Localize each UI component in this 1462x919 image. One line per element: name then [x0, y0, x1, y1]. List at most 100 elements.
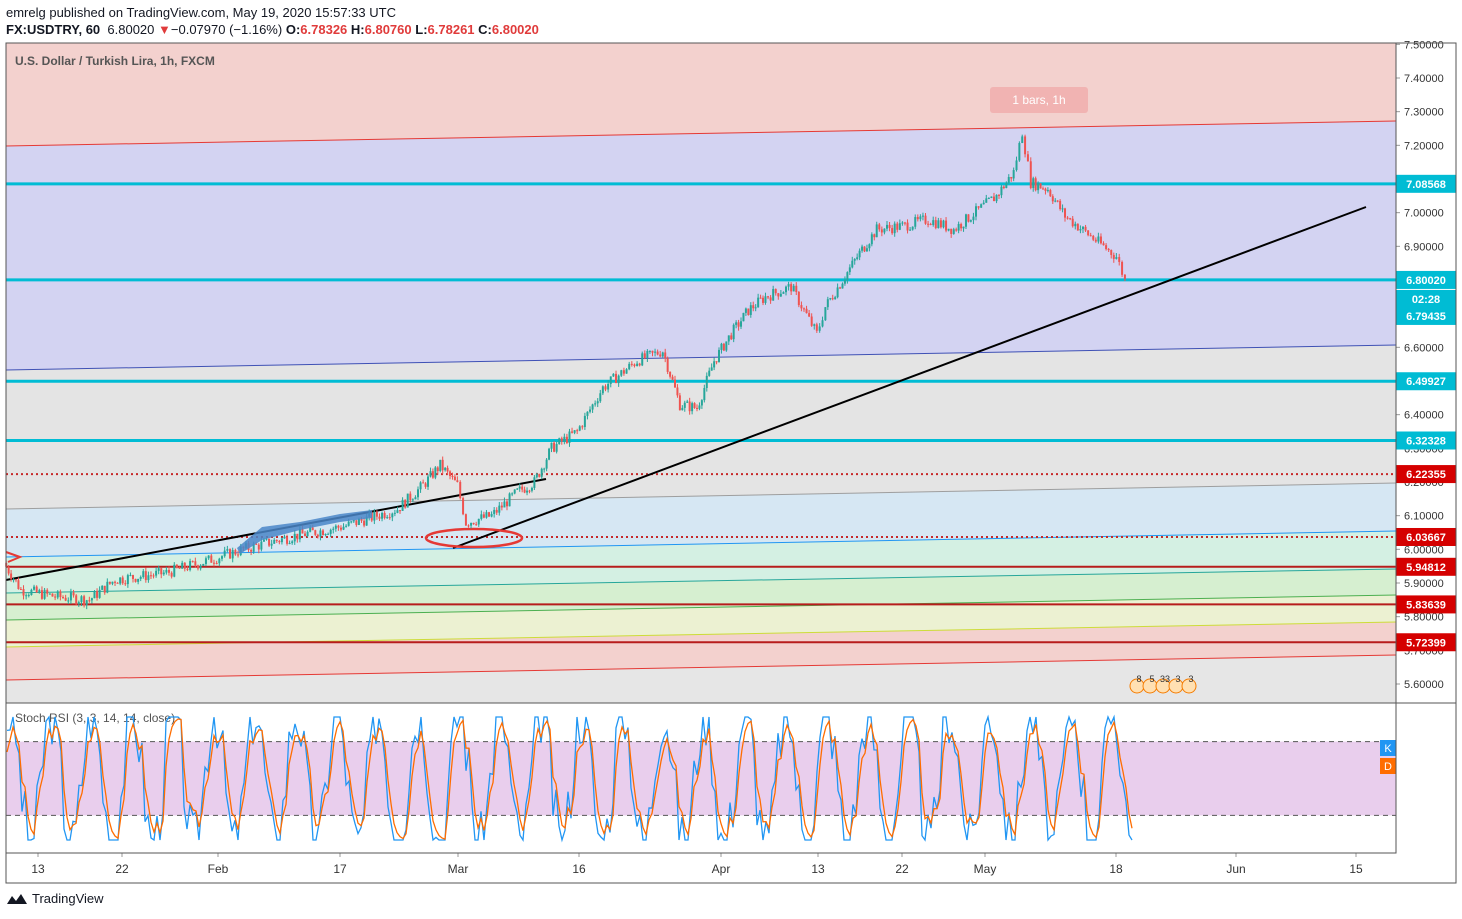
candle-body [411, 499, 414, 501]
candle-body [324, 534, 327, 536]
candle-body [883, 228, 886, 233]
candle-body [237, 554, 240, 556]
candle-body [797, 291, 800, 306]
candle-body [347, 521, 350, 526]
candle-body [553, 442, 556, 452]
symbol-name[interactable]: FX:USDTRY, 60 [6, 22, 101, 37]
candle-body [691, 403, 694, 412]
candle-body [183, 562, 186, 569]
candle-body [226, 549, 229, 551]
candle-body [815, 324, 818, 331]
candle-body [1087, 230, 1090, 236]
stoch-k-key [1380, 740, 1396, 756]
candle-body [142, 571, 145, 577]
channel-line-gray [5, 482, 1397, 510]
candle-body [278, 541, 281, 543]
candle-body [429, 471, 432, 477]
candle-body [676, 387, 679, 396]
candle-body [1115, 257, 1118, 259]
tradingview-footer[interactable]: TradingView [6, 891, 104, 906]
open-value: 6.78326 [300, 22, 348, 37]
candle-body [134, 578, 137, 582]
candle-body [997, 194, 1000, 196]
candle-body [829, 298, 832, 300]
footer-brand: TradingView [32, 891, 104, 906]
candle-body [742, 312, 745, 322]
candle-body [352, 520, 355, 522]
candle-body [921, 215, 924, 217]
candle-body [155, 570, 158, 576]
candle-body [293, 533, 296, 542]
price-tick-label: 6.00000 [1404, 544, 1444, 556]
candle-body [945, 220, 948, 231]
candle-body [25, 595, 28, 597]
candle-body [990, 196, 993, 198]
candle-body [535, 474, 538, 478]
candle-body [126, 575, 129, 585]
candle-body [270, 543, 273, 546]
candle-body [715, 361, 718, 363]
candle-body [543, 468, 546, 470]
candle-body [464, 514, 467, 526]
publisher-line: emrelg published on TradingView.com, May… [6, 5, 396, 20]
candle-body [641, 353, 644, 366]
candle-body [17, 580, 20, 590]
candle-body [1123, 274, 1126, 279]
candle-body [669, 371, 672, 377]
candle-body [927, 223, 930, 225]
candle-body [332, 528, 335, 530]
candle-body [656, 351, 659, 355]
candle-body [391, 513, 394, 518]
close-label: C: [478, 22, 492, 37]
candle-body [526, 490, 529, 493]
candle-body [207, 555, 210, 559]
candle-body [72, 592, 75, 596]
candle-body [1059, 200, 1062, 210]
candle-body [67, 600, 70, 602]
candle-body [88, 600, 91, 602]
candle-body [456, 480, 459, 482]
price-label-text: 6.80020 [1406, 275, 1446, 287]
event-mark-label: 33 [1160, 674, 1170, 684]
candle-body [252, 543, 255, 552]
candle-body [342, 526, 345, 530]
candle-body [1069, 218, 1072, 220]
candle-body [720, 343, 723, 350]
price-label-text: 5.94812 [1406, 562, 1446, 574]
candle-body [1002, 186, 1005, 189]
candle-body [85, 600, 88, 606]
price-label-text: 7.08568 [1406, 179, 1446, 191]
price-tick-label: 7.30000 [1404, 107, 1444, 119]
candle-body [268, 538, 271, 546]
event-mark-label: 8 [1136, 674, 1141, 684]
candle-body [329, 529, 332, 534]
candle-body [911, 226, 914, 230]
candle-body [568, 431, 571, 443]
candle-body [688, 401, 691, 412]
candle-body [880, 229, 883, 233]
candle-body [666, 358, 669, 372]
candle-body [573, 430, 576, 433]
price-label-text: 6.79435 [1406, 311, 1446, 323]
time-axis: 13 22 Feb 17 Mar 16 Apr 13 22 May 18 Jun 15 [0, 853, 1462, 883]
candle-body [952, 229, 955, 234]
candle-body [703, 387, 706, 401]
candle-body [202, 563, 205, 566]
candle-body [157, 568, 160, 571]
candle-body [565, 436, 568, 443]
candle-body [962, 226, 965, 229]
candle-body [401, 499, 404, 511]
candle-body [924, 215, 927, 224]
time-tick-label: 16 [572, 862, 586, 876]
price-tick-label: 6.60000 [1404, 342, 1444, 354]
time-tick-label: Mar [448, 862, 469, 876]
candle-body [659, 354, 662, 357]
candle-body [482, 514, 485, 518]
candle-body [555, 444, 558, 452]
candle-body [762, 297, 765, 303]
price-label-box [1396, 465, 1456, 484]
candle-body [548, 448, 551, 460]
candle-body [131, 575, 134, 579]
change-value: −0.07970 (−1.16%) [170, 22, 283, 37]
